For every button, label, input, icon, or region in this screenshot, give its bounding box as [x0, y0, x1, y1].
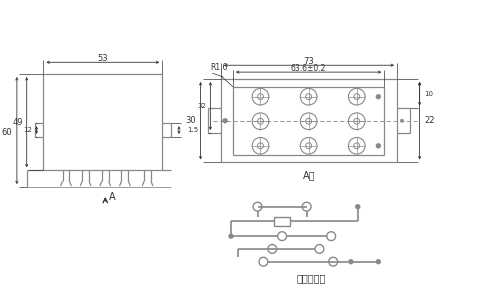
- Circle shape: [375, 143, 380, 148]
- Text: 1.5: 1.5: [186, 127, 197, 133]
- Text: 53: 53: [97, 54, 108, 63]
- Circle shape: [348, 259, 353, 264]
- Circle shape: [222, 118, 227, 123]
- Text: A: A: [109, 192, 116, 202]
- Text: 49: 49: [12, 118, 23, 127]
- Text: 12: 12: [24, 127, 33, 133]
- Text: 10: 10: [424, 91, 432, 97]
- Text: 73: 73: [303, 57, 314, 66]
- Circle shape: [228, 234, 233, 238]
- Text: 底视线路图: 底视线路图: [296, 274, 325, 284]
- Text: 63.6±0.2: 63.6±0.2: [290, 64, 325, 73]
- Text: 22: 22: [424, 116, 434, 125]
- Text: A向: A向: [302, 170, 315, 180]
- Circle shape: [375, 94, 380, 99]
- Circle shape: [399, 119, 403, 123]
- Circle shape: [355, 204, 360, 209]
- Text: 32: 32: [197, 103, 206, 109]
- Text: R1.6: R1.6: [210, 63, 228, 72]
- Circle shape: [375, 259, 380, 264]
- Text: 30: 30: [185, 116, 195, 125]
- Text: 60: 60: [1, 127, 12, 137]
